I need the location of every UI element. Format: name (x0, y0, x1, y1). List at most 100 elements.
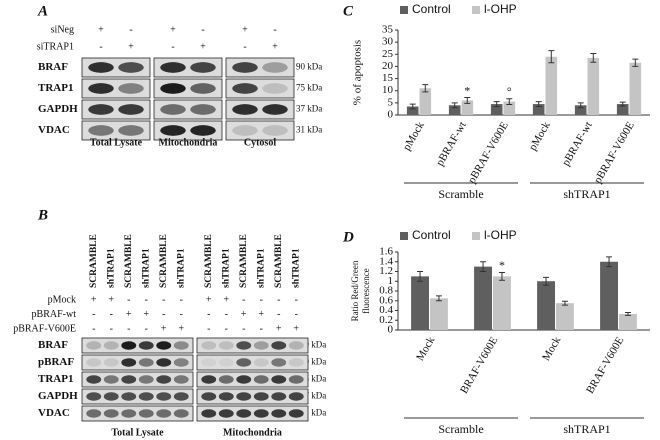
group-label: Cytosol (244, 137, 276, 148)
lane-label: shTRAP1 (141, 248, 151, 288)
group-label: shTRAP1 (563, 422, 610, 436)
blot-band (190, 62, 216, 73)
blot-band (88, 104, 114, 115)
legend-label: Control (412, 2, 451, 16)
blot-size: 75 kDa (296, 83, 322, 93)
error-bar (619, 101, 626, 107)
sign: + (170, 24, 176, 35)
y-axis-title: Ratio Red/Green (350, 260, 360, 321)
blot-size: 31 kDa (300, 408, 326, 418)
error-bar (480, 261, 487, 272)
bar (545, 56, 558, 115)
error-bar (498, 271, 505, 281)
sign: - (295, 294, 298, 305)
group-label: shTRAP1 (563, 187, 610, 201)
blot-band (160, 125, 186, 136)
blot-band (86, 392, 102, 401)
sign: - (129, 24, 132, 35)
blot-box (225, 120, 295, 141)
lane-label: SCRAMBLE (239, 234, 249, 288)
y-tick-label: 1.4 (379, 255, 393, 267)
row-label: siNeg (51, 24, 74, 35)
blot-band (253, 392, 269, 401)
blot-band (121, 375, 137, 384)
blot-band (218, 375, 234, 384)
sign: - (201, 24, 204, 35)
blot-band (262, 104, 288, 115)
row-label: pBRAF-V600E (13, 323, 76, 334)
group-label: Scramble (438, 187, 483, 201)
lane-label: SCRAMBLE (159, 234, 169, 288)
blot-size: 31 kDa (296, 125, 322, 135)
blot-size: 37 kDa (300, 391, 326, 401)
blot-band (271, 409, 287, 418)
blot-size: 90 kDa (300, 357, 326, 367)
sign: - (277, 294, 280, 305)
sign: - (207, 323, 210, 334)
y-tick-label: 20 (382, 60, 394, 72)
bar (448, 105, 461, 115)
sign: - (110, 323, 113, 334)
blot-band (288, 341, 304, 350)
bar (490, 104, 503, 115)
y-tick-label: 0 (388, 324, 394, 336)
sign: - (242, 294, 245, 305)
bar (629, 62, 642, 115)
sign: + (242, 24, 248, 35)
y-tick-label: 0.8 (379, 285, 393, 297)
row-label: pBRAF-wt (32, 309, 77, 320)
blot-band (138, 409, 154, 418)
bar (619, 313, 637, 330)
y-tick-label: 1 (388, 275, 394, 287)
blot-band (253, 375, 269, 384)
sign: + (293, 323, 299, 334)
sign: - (260, 294, 263, 305)
row-label: siTRAP1 (37, 41, 74, 52)
blot-band (253, 358, 269, 367)
blot-band (271, 358, 287, 367)
blot-band (201, 409, 217, 418)
sign: - (127, 323, 130, 334)
sign: + (143, 309, 149, 320)
blot-band (103, 341, 119, 350)
blot-band (118, 83, 144, 94)
sign: + (126, 309, 132, 320)
sign: - (92, 323, 95, 334)
blot-band (288, 392, 304, 401)
sign: + (161, 323, 167, 334)
sign: + (98, 24, 104, 35)
bar (537, 281, 555, 330)
lane-label: shTRAP1 (221, 248, 231, 288)
blot-band (236, 358, 252, 367)
lane-label: SCRAMBLE (204, 234, 214, 288)
sign: + (258, 309, 264, 320)
blot-band (236, 392, 252, 401)
y-tick-label: 1.2 (379, 265, 393, 277)
bar (411, 276, 429, 330)
blot-label: TRAP1 (38, 373, 73, 385)
blot-band (218, 341, 234, 350)
blot-band (253, 409, 269, 418)
bar (532, 104, 545, 115)
legend-label: l-OHP (484, 228, 517, 242)
y-tick-label: 0.4 (379, 304, 393, 316)
blot-band (103, 392, 119, 401)
blot-band (232, 104, 258, 115)
blot-size: 90 kDa (300, 340, 326, 350)
sign: + (200, 41, 206, 52)
panel-label: A (37, 3, 48, 19)
blot-band (201, 341, 217, 350)
significance-marker: ° (507, 84, 512, 98)
sign: - (180, 309, 183, 320)
bar (430, 298, 448, 330)
panel-label: C (343, 3, 354, 19)
blot-band (173, 358, 189, 367)
legend-swatch (472, 232, 480, 240)
legend-label: Control (412, 228, 451, 242)
blot-band (288, 358, 304, 367)
error-bar (548, 50, 555, 64)
blot-band (160, 104, 186, 115)
row-label: pMock (48, 294, 76, 305)
error-bar (435, 295, 442, 302)
